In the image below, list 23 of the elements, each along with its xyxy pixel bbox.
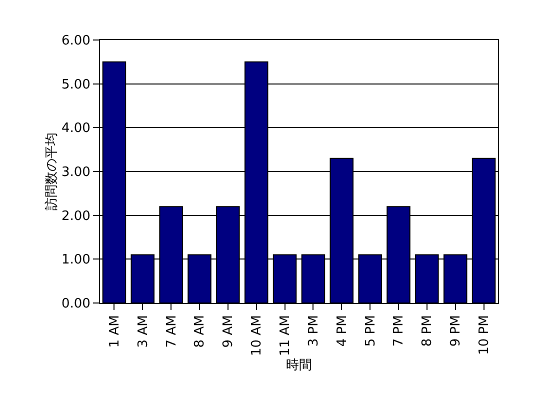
x-tick-label: 4 PM — [334, 315, 350, 347]
x-axis-title: 時間 — [286, 358, 312, 373]
y-tick-label: 3.00 — [61, 165, 90, 180]
x-tick-label: 10 AM — [250, 315, 265, 356]
x-tick-label: 9 PM — [448, 315, 464, 347]
x-tick-label: 8 AM — [192, 315, 208, 348]
x-tick-label: 3 AM — [136, 315, 151, 348]
y-tick-label: 2.00 — [61, 208, 90, 224]
y-tick-label: 5.00 — [61, 77, 90, 92]
y-tick-label: 6.00 — [61, 34, 90, 49]
x-tick-label: 7 AM — [164, 315, 180, 348]
y-tick-label: 0.00 — [61, 296, 90, 312]
y-axis-title: 訪問数の平均 — [44, 132, 60, 210]
x-tick-label: 9 AM — [221, 315, 236, 348]
x-tick-label: 1 AM — [107, 315, 122, 348]
y-tick-label: 4.00 — [61, 121, 90, 136]
x-tick-label: 10 PM — [477, 315, 492, 355]
x-tick-label: 7 PM — [392, 315, 407, 347]
x-tick-label: 5 PM — [363, 315, 378, 347]
x-tick-label: 11 AM — [278, 315, 294, 356]
x-tick-label: 3 PM — [306, 315, 322, 347]
x-tick-label: 8 PM — [420, 315, 436, 347]
y-tick-label: 1.00 — [61, 252, 90, 268]
